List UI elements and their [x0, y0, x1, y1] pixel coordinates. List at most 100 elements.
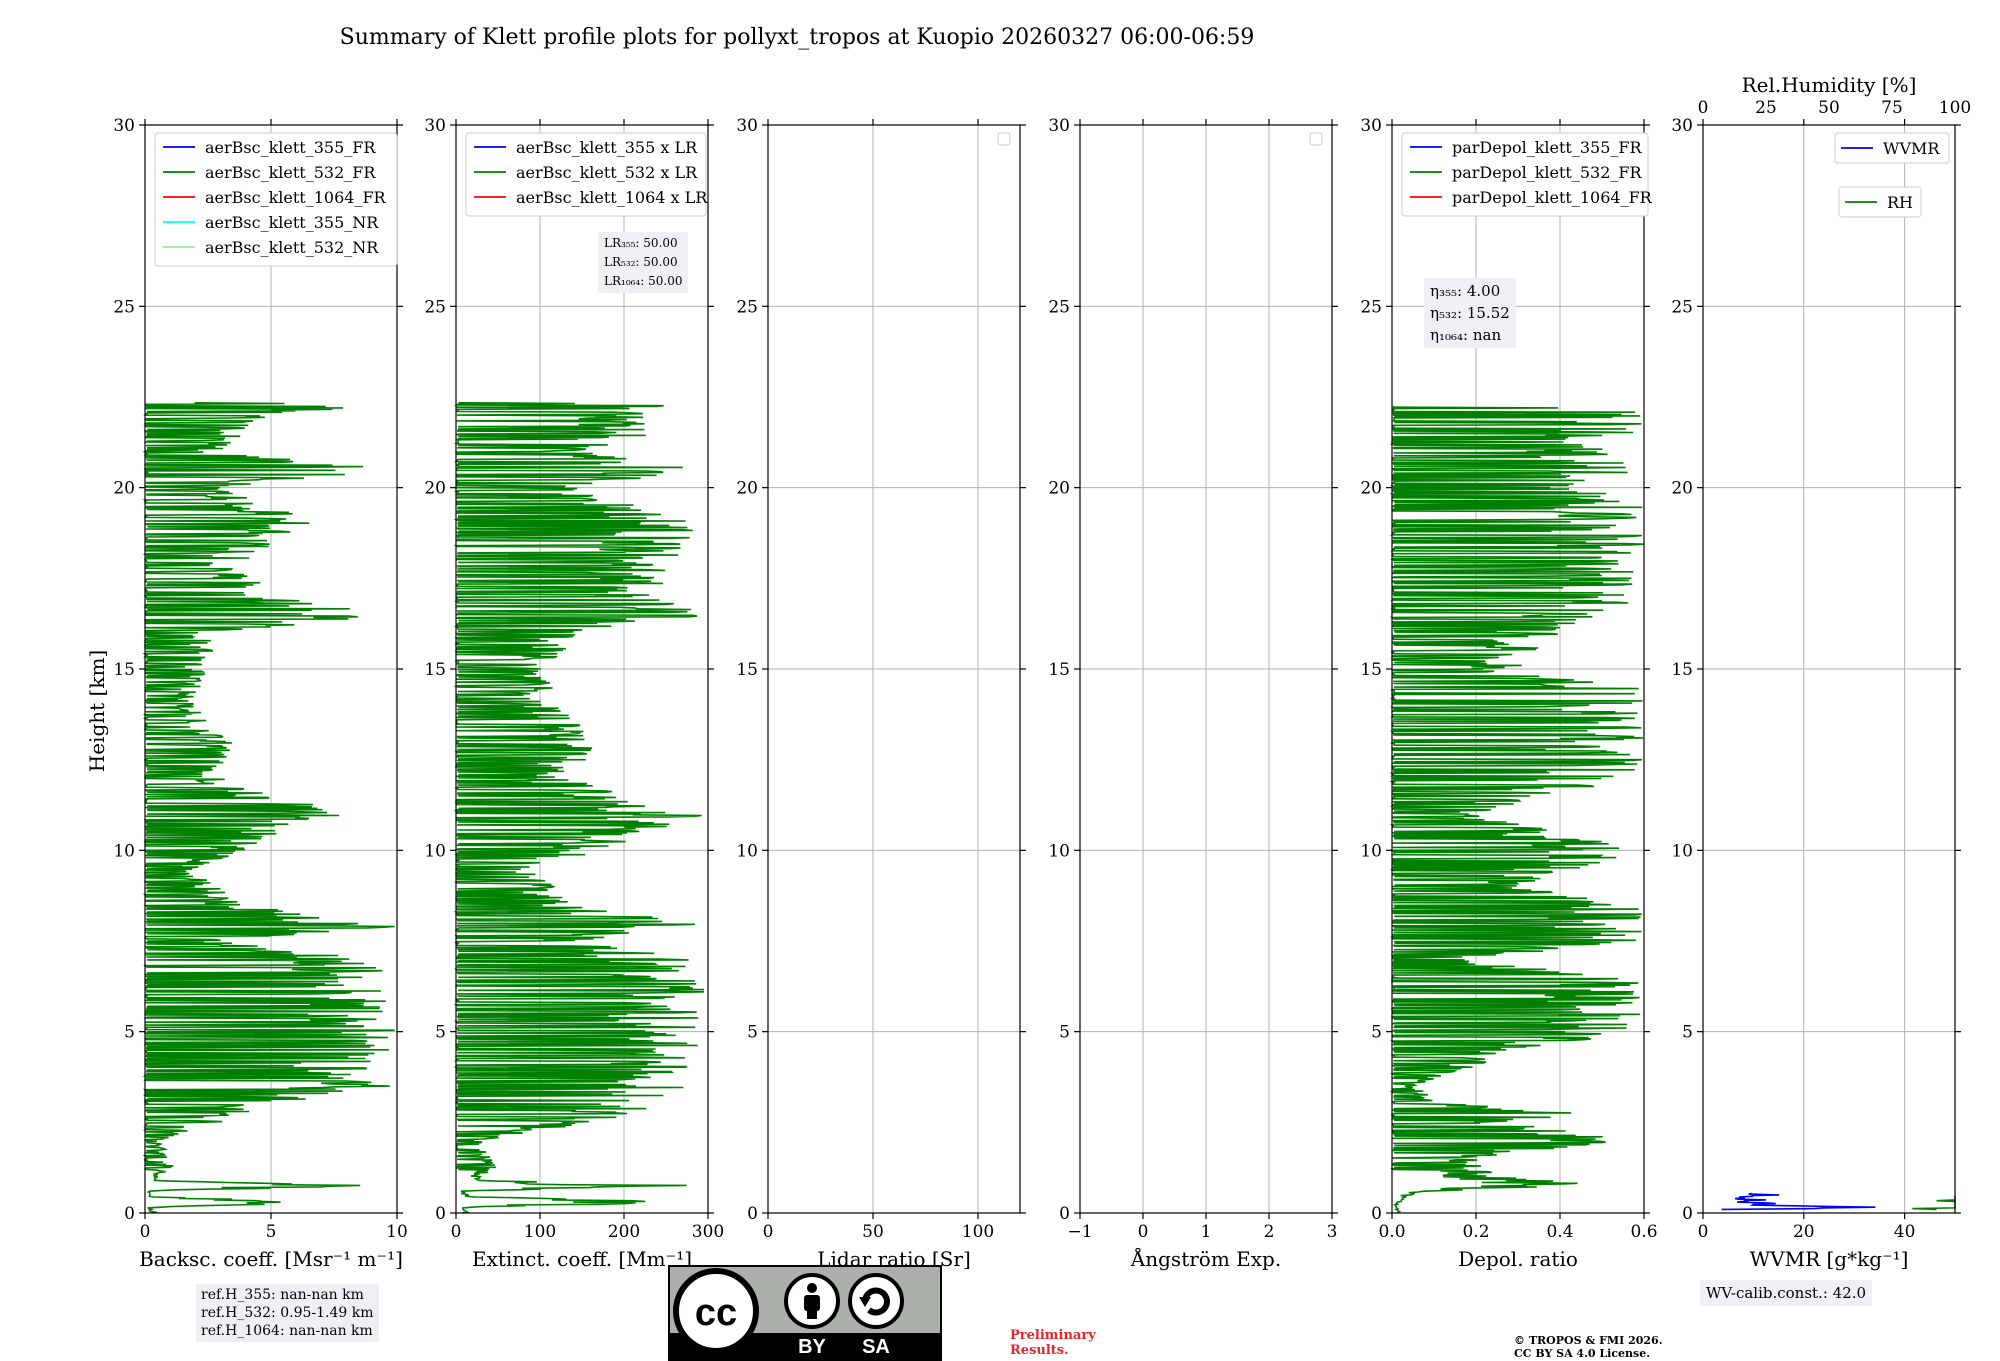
legend-label: aerBsc_klett_532_FR	[205, 163, 376, 182]
ref-height-355: ref.H_355: nan-nan km	[201, 1287, 364, 1303]
y-tick-label: 5	[747, 1023, 758, 1043]
x-tick-label: 300	[692, 1222, 724, 1242]
y-tick-label: 0	[1371, 1204, 1382, 1224]
y-tick-label: 0	[1059, 1204, 1070, 1224]
sa-share-alike-icon	[848, 1273, 904, 1329]
preliminary-note: Preliminary Results.	[1010, 1328, 1096, 1358]
wv-calib-box: WV-calib.const.: 42.0	[1700, 1280, 1873, 1306]
legend-box	[1838, 186, 1922, 218]
top-x-tick-label: 100	[1939, 98, 1971, 118]
legend-label: parDepol_klett_1064_FR	[1452, 188, 1653, 207]
y-tick-label: 20	[1360, 479, 1382, 499]
legend: aerBsc_klett_355 x LR aerBsc_klett_532 x …	[465, 132, 708, 217]
y-tick-label: 10	[1048, 841, 1070, 861]
y-tick-label: 0	[124, 1204, 135, 1224]
panel-backscatter: 0 5 10 15 20 25 30 0 5 10 Backsc. coeff. [Msr⁻¹ m⁻…	[113, 116, 407, 1271]
x-axis-label: Extinct. coeff. [Mm⁻¹]	[472, 1247, 692, 1271]
series-aerBsc_klett_532_FR	[142, 402, 395, 1214]
y-tick-label: 15	[1671, 660, 1693, 680]
y-tick-label: 10	[1360, 841, 1382, 861]
ref-height-box: ref.H_355: nan-nan km ref.H_532: 0.95-1.…	[196, 1284, 379, 1342]
y-tick-label: 30	[1671, 116, 1693, 136]
empty-legend-icon	[1309, 132, 1323, 146]
legend-label: RH	[1887, 193, 1913, 212]
legend-label: aerBsc_klett_1064_FR	[205, 188, 387, 207]
eta-532: η₅₃₂: 15.52	[1430, 304, 1510, 322]
y-tick-label: 10	[424, 841, 446, 861]
y-axis-label: Height [km]	[85, 650, 109, 772]
y-tick-label: 25	[1048, 297, 1070, 317]
y-tick-label: 20	[1671, 479, 1693, 499]
y-tick-label: 15	[113, 660, 135, 680]
share-arrow-icon	[862, 1287, 890, 1316]
lr-1064: LR₁₀₆₄: 50.00	[604, 274, 683, 288]
y-tick-label: 5	[1059, 1023, 1070, 1043]
x-tick-label: 0	[140, 1222, 151, 1242]
y-tick-label: 25	[736, 297, 758, 317]
x-tick-label: 0.0	[1378, 1222, 1405, 1242]
figure-title: Summary of Klett profile plots for polly…	[340, 25, 1255, 50]
preliminary-line-1: Preliminary	[1010, 1328, 1096, 1343]
y-tick-label: 5	[1371, 1023, 1382, 1043]
y-tick-label: 30	[1360, 116, 1382, 136]
y-tick-label: 20	[113, 479, 135, 499]
x-tick-label: 0	[1698, 1222, 1709, 1242]
person-body-icon	[804, 1295, 820, 1311]
legend-label: parDepol_klett_532_FR	[1452, 163, 1643, 182]
x-axis-label: Ångström Exp.	[1130, 1246, 1281, 1271]
series-RH	[1912, 1195, 1956, 1211]
y-tick-label: 25	[1360, 297, 1382, 317]
sa-label: SA	[862, 1336, 890, 1358]
y-tick-label: 30	[736, 116, 758, 136]
y-tick-label: 10	[736, 841, 758, 861]
top-x-tick-label: 50	[1818, 98, 1840, 118]
eta-1064: η₁₀₆₄: nan	[1430, 326, 1502, 344]
legend: aerBsc_klett_355_FR aerBsc_klett_532_FRae…	[154, 132, 398, 267]
series-WVMR	[1721, 1192, 1876, 1211]
x-tick-label: −1	[1067, 1222, 1092, 1242]
series-parDepol_klett_532_FR	[1389, 405, 1644, 1214]
top-x-tick-label: 0	[1698, 98, 1709, 118]
ref-height-532: ref.H_532: 0.95-1.49 km	[201, 1305, 374, 1321]
legend-box	[154, 132, 398, 267]
ref-height-1064: ref.H_1064: nan-nan km	[201, 1323, 373, 1339]
legend: parDepol_klett_355_FR parDepol_klett_532_…	[1401, 132, 1653, 217]
y-tick-label: 0	[1682, 1204, 1693, 1224]
y-tick-label: 25	[113, 297, 135, 317]
legend-WVMR: WVMR	[1834, 132, 1950, 164]
x-axis-label: Backsc. coeff. [Msr⁻¹ m⁻¹]	[139, 1247, 403, 1271]
by-label: BY	[798, 1336, 826, 1358]
legend-label: aerBsc_klett_532_NR	[205, 238, 379, 257]
y-tick-label: 5	[435, 1023, 446, 1043]
y-tick-label: 20	[424, 479, 446, 499]
x-axis-label: WVMR [g*kg⁻¹]	[1750, 1247, 1909, 1271]
y-tick-label: 0	[435, 1204, 446, 1224]
cc-logo-icon	[673, 1268, 759, 1354]
legend-label: aerBsc_klett_1064 x LR	[516, 188, 708, 207]
lr-355: LR₃₅₅: 50.00	[604, 236, 678, 250]
y-tick-label: 10	[113, 841, 135, 861]
x-tick-label: 3	[1327, 1222, 1338, 1242]
copyright-line-1: © TROPOS & FMI 2026.	[1514, 1334, 1663, 1347]
y-tick-label: 20	[1048, 479, 1070, 499]
x-tick-label: 40	[1894, 1222, 1916, 1242]
y-tick-label: 20	[736, 479, 758, 499]
legend-label: aerBsc_klett_355 x LR	[516, 138, 698, 157]
eta-355: η₃₅₅: 4.00	[1430, 282, 1501, 300]
y-tick-label: 30	[424, 116, 446, 136]
lr-box: LR₃₅₅: 50.00 LR₅₃₂: 50.00 LR₁₀₆₄: 50.00	[598, 232, 689, 293]
x-axis-label: Depol. ratio	[1458, 1247, 1578, 1271]
person-legs-icon	[807, 1309, 817, 1319]
cc-logo-text: cc	[695, 1292, 737, 1334]
copyright-note: © TROPOS & FMI 2026. CC BY SA 4.0 Licens…	[1514, 1334, 1663, 1360]
preliminary-line-2: Results.	[1010, 1343, 1069, 1358]
share-arrowhead-icon	[859, 1297, 871, 1307]
cc-by-sa-badge[interactable]: cc BY SA	[668, 1265, 942, 1361]
x-tick-label: 5	[266, 1222, 277, 1242]
legend-label: parDepol_klett_355_FR	[1452, 138, 1643, 157]
x-tick-label: 50	[862, 1222, 884, 1242]
